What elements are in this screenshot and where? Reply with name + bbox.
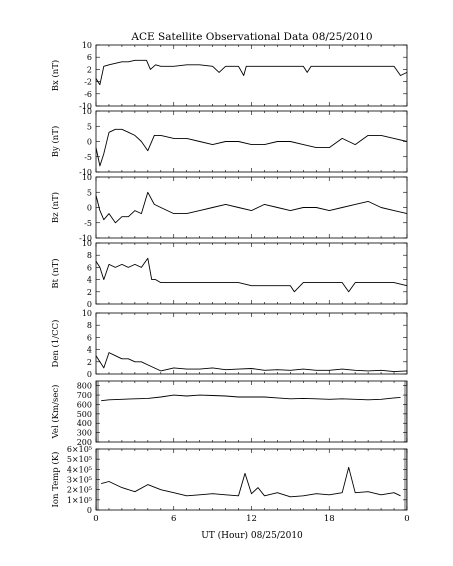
- panel-frame: [95, 176, 408, 239]
- x-tick-label: 6: [171, 514, 176, 524]
- panel-frame: [95, 380, 408, 443]
- data-series-line: [95, 257, 408, 293]
- y-tick-label: 10: [82, 41, 92, 50]
- data-series-line: [101, 466, 401, 498]
- data-series-line: [95, 352, 408, 373]
- y-axis-label: Vel (Km/sec): [50, 385, 61, 440]
- panel-3: 10 5 0 -5 -10 Bz (nT): [50, 173, 408, 243]
- y-tick-label: 200: [77, 438, 92, 447]
- data-gap-right: [404, 381, 407, 442]
- x-axis-label: UT (Hour) 08/25/2010: [201, 530, 303, 541]
- y-tick-label: 10: [82, 173, 92, 182]
- y-tick-label: 400: [77, 419, 92, 428]
- y-tick-label: 500: [77, 410, 92, 419]
- y-tick-label: 4: [87, 346, 92, 355]
- y-tick-label: -10: [79, 102, 92, 111]
- y-tick-label: -10: [79, 168, 92, 177]
- panel-2: 10 5 0 -5 -10 By (nT): [50, 107, 408, 177]
- y-axis-label: Bx (nT): [50, 60, 61, 92]
- y-tick-label: 8: [87, 251, 92, 260]
- y-axis-label: Bt (nT): [50, 258, 61, 288]
- y-tick-label: 6×10⁵: [67, 445, 92, 454]
- y-tick-label: 5×10⁵: [67, 455, 92, 464]
- y-tick-label: 10: [82, 309, 92, 318]
- data-series-line: [95, 128, 408, 167]
- y-tick-label: -5: [84, 219, 92, 228]
- y-tick-label: 4×10⁵: [67, 465, 92, 474]
- panel-frame: [95, 44, 408, 107]
- y-tick-label: 10: [82, 239, 92, 248]
- data-series-line: [95, 59, 408, 86]
- y-tick-label: 5: [87, 188, 92, 197]
- y-tick-label: 1×10⁵: [67, 496, 92, 505]
- y-tick-label: 4: [87, 276, 92, 285]
- panel-frame: [95, 312, 408, 375]
- y-tick-label: -10: [79, 234, 92, 243]
- y-tick-label: -2: [84, 78, 92, 87]
- y-tick-label: 600: [77, 400, 92, 409]
- x-tick-label: 0: [93, 514, 98, 524]
- y-tick-label: 3×10⁵: [67, 476, 92, 485]
- y-tick-label: 700: [77, 391, 92, 400]
- panel-frame: [95, 242, 408, 305]
- y-tick-label: 0: [87, 138, 92, 147]
- panel-frame: [95, 448, 408, 511]
- y-tick-label: 800: [77, 382, 92, 391]
- y-tick-label: -6: [84, 90, 92, 99]
- y-axis-label: Den (1/CC): [50, 320, 61, 368]
- y-tick-label: 2: [87, 288, 92, 297]
- y-tick-label: 5: [87, 122, 92, 131]
- panel-1: 10 6 2 -2 -6 -10 Bx (nT): [50, 41, 408, 111]
- y-tick-label: 300: [77, 429, 92, 438]
- panel-4: 10 8 6 4 2 0 Bt (nT): [50, 239, 408, 309]
- y-tick-label: 6: [87, 53, 92, 62]
- y-tick-label: 2×10⁵: [67, 486, 92, 495]
- x-tick-label: 12: [246, 514, 257, 524]
- x-tick-label: 18: [324, 514, 335, 524]
- y-tick-label: -5: [84, 153, 92, 162]
- y-axis-label: By (nT): [50, 126, 61, 158]
- y-tick-label: 8: [87, 321, 92, 330]
- panel-frame: [95, 110, 408, 173]
- chart-title: ACE Satellite Observational Data 08/25/2…: [130, 31, 372, 43]
- data-gap-left: [96, 381, 99, 442]
- y-tick-label: 2: [87, 358, 92, 367]
- data-series-line: [95, 191, 408, 224]
- y-tick-label: 6: [87, 333, 92, 342]
- x-tick-label: 0: [404, 514, 409, 524]
- y-tick-label: 0: [87, 370, 92, 379]
- panel-5: 10 8 6 4 2 0 Den (1/CC): [50, 309, 408, 379]
- y-axis-label: Ion Temp (K): [50, 452, 61, 508]
- y-tick-label: 2: [87, 65, 92, 74]
- y-tick-label: 0: [87, 204, 92, 213]
- y-axis-label: Bz (nT): [50, 192, 61, 223]
- y-tick-label: 0: [87, 300, 92, 309]
- y-tick-label: 10: [82, 107, 92, 116]
- data-series-line: [101, 394, 401, 402]
- y-tick-label: 6: [87, 263, 92, 272]
- y-tick-label: 0: [87, 506, 92, 515]
